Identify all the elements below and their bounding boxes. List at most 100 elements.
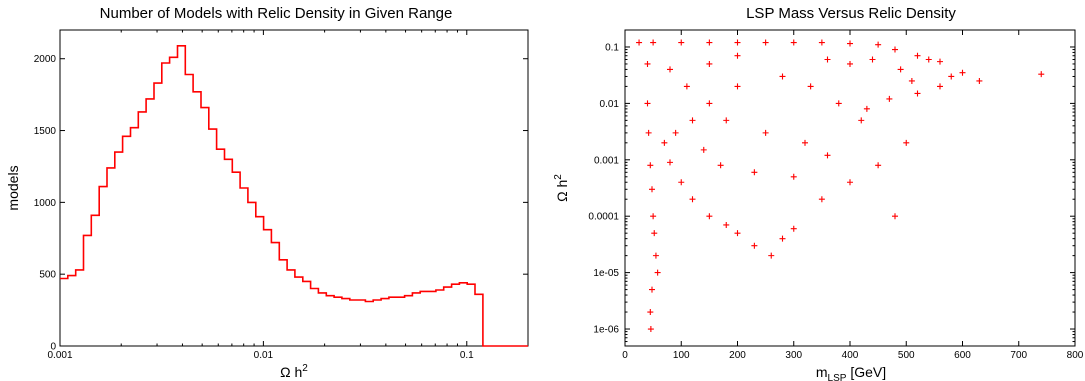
scatter-point bbox=[654, 269, 661, 276]
lsp-mass-scatter: LSP Mass Versus Relic Density 0 100 200 300… bbox=[553, 5, 1084, 381]
scatter-point bbox=[892, 213, 898, 220]
scatter-point bbox=[651, 230, 658, 237]
scatter-point bbox=[824, 56, 831, 63]
scatter-point bbox=[706, 100, 713, 107]
scatter-point bbox=[734, 39, 741, 46]
scatter-point bbox=[649, 286, 655, 293]
x-tick-label: 600 bbox=[954, 350, 971, 361]
scatter-point bbox=[683, 83, 690, 90]
scatter-point bbox=[847, 40, 853, 47]
scatter-point bbox=[897, 66, 904, 73]
y-tick-label: 1e-05 bbox=[593, 268, 619, 279]
scatter-point bbox=[818, 39, 825, 46]
scatter-point bbox=[886, 95, 893, 102]
y-tick-label: 1e-06 bbox=[593, 325, 619, 336]
relic-density-histogram: Number of Models with Relic Density in G… bbox=[5, 5, 529, 380]
scatter-point bbox=[723, 117, 730, 124]
scatter-point bbox=[908, 77, 915, 84]
scatter-point bbox=[892, 46, 898, 53]
scatter-point bbox=[706, 39, 713, 46]
scatter-point bbox=[734, 52, 741, 59]
x-tick-label: 400 bbox=[842, 350, 859, 361]
x-tick-label: 0.1 bbox=[460, 350, 474, 361]
scatter-point bbox=[779, 235, 786, 242]
scatter-point bbox=[948, 73, 955, 80]
scatter-point bbox=[1038, 71, 1045, 78]
scatter-point bbox=[672, 129, 679, 136]
scatter-point bbox=[875, 162, 882, 169]
scatter-point bbox=[644, 60, 651, 67]
chart-title: LSP Mass Versus Relic Density bbox=[746, 5, 956, 22]
scatter-point bbox=[790, 173, 797, 180]
scatter-point bbox=[706, 60, 713, 67]
scatter-point bbox=[689, 117, 696, 124]
scatter-point bbox=[689, 196, 696, 203]
scatter-point bbox=[790, 225, 797, 232]
y-tick-label: 500 bbox=[39, 270, 56, 281]
scatter-point bbox=[914, 52, 921, 59]
scatter-point bbox=[976, 77, 983, 84]
scatter-point bbox=[914, 90, 921, 97]
x-tick-label: 0.001 bbox=[47, 350, 72, 361]
scatter-point bbox=[768, 252, 775, 259]
scatter-point bbox=[647, 162, 654, 169]
x-tick-label: 500 bbox=[898, 350, 915, 361]
scatter-point bbox=[790, 39, 797, 46]
x-tick-label: 200 bbox=[729, 350, 746, 361]
scatter-point bbox=[762, 129, 769, 136]
scatter-point bbox=[700, 146, 707, 153]
y-tick-label: 0.1 bbox=[605, 42, 619, 53]
scatter-point bbox=[937, 58, 943, 65]
scatter-point bbox=[636, 39, 643, 46]
scatter-point bbox=[818, 196, 825, 203]
y-axis-label: models bbox=[5, 165, 21, 210]
scatter-point bbox=[644, 100, 651, 107]
scatter-point bbox=[717, 162, 724, 169]
scatter-point bbox=[835, 100, 842, 107]
scatter-point bbox=[869, 56, 876, 63]
scatter-point bbox=[779, 73, 786, 80]
x-tick-label: 300 bbox=[785, 350, 802, 361]
scatter-point bbox=[647, 309, 654, 316]
y-tick-label: 0 bbox=[50, 342, 56, 353]
x-axis-label: Ω h2 bbox=[280, 363, 308, 380]
x-tick-label: 100 bbox=[673, 350, 690, 361]
scatter-point bbox=[650, 39, 657, 46]
scatter-point bbox=[723, 221, 730, 228]
plot-frame bbox=[624, 29, 1076, 347]
scatter-point bbox=[858, 117, 865, 124]
scatter-point bbox=[678, 179, 685, 186]
scatter-point bbox=[937, 83, 943, 90]
y-tick-label: 0.0001 bbox=[588, 212, 619, 223]
x-tick-label: 0.01 bbox=[254, 350, 274, 361]
y-tick-label: 1000 bbox=[34, 198, 57, 209]
scatter-point bbox=[802, 139, 808, 146]
scatter-point bbox=[667, 159, 673, 166]
scatter-point bbox=[863, 105, 870, 112]
y-axis-label: Ω h2 bbox=[553, 174, 570, 202]
scatter-point bbox=[667, 66, 673, 73]
scatter-point bbox=[650, 213, 657, 220]
scatter-point bbox=[875, 41, 882, 48]
scatter-point bbox=[706, 213, 713, 220]
scatter-point bbox=[847, 60, 853, 67]
scatter-point bbox=[903, 139, 910, 146]
histogram-step-line bbox=[60, 45, 528, 347]
scatter-point bbox=[847, 179, 853, 186]
scatter-point bbox=[652, 252, 659, 259]
x-tick-label: 700 bbox=[1010, 350, 1027, 361]
scatter-point bbox=[734, 230, 741, 237]
scatter-point bbox=[751, 242, 758, 249]
x-tick-label: 800 bbox=[1067, 350, 1084, 361]
y-tick-label: 0.001 bbox=[594, 155, 619, 166]
scatter-point bbox=[661, 139, 668, 146]
scatter-point bbox=[959, 69, 966, 76]
scatter-point bbox=[647, 326, 654, 333]
scatter-point bbox=[645, 129, 652, 136]
x-tick-label: 0 bbox=[622, 350, 628, 361]
y-tick-label: 1500 bbox=[34, 126, 57, 137]
scatter-point bbox=[824, 152, 831, 159]
scatter-point bbox=[762, 39, 769, 46]
x-axis-label: mLSP [GeV] bbox=[816, 364, 886, 381]
